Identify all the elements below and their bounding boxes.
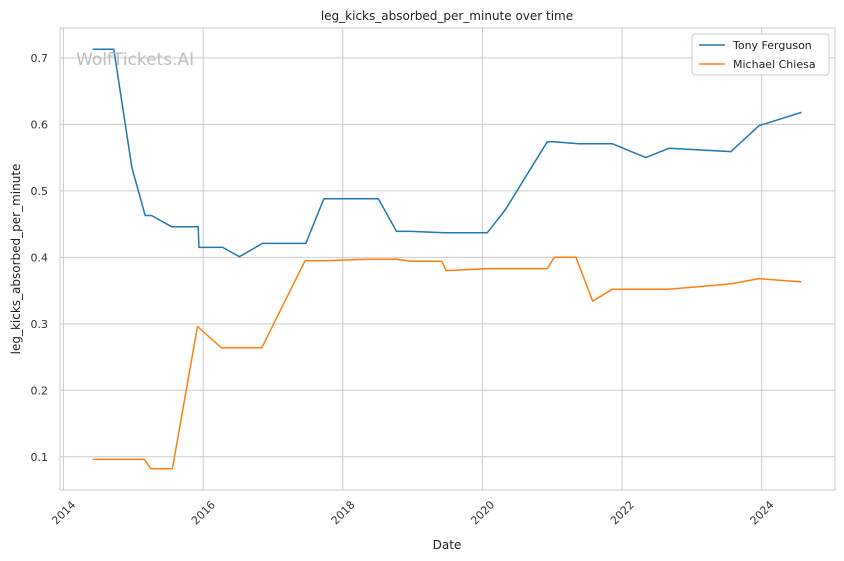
y-tick-label: 0.6 xyxy=(31,118,49,131)
legend-label-michael-chiesa: Michael Chiesa xyxy=(733,58,816,71)
legend-box xyxy=(691,33,830,76)
x-tick-label: 2024 xyxy=(748,498,777,527)
series-layer xyxy=(92,48,802,470)
x-tick-label: 2022 xyxy=(608,498,637,527)
y-tick-label: 0.7 xyxy=(31,52,49,65)
x-axis-title: Date xyxy=(433,538,462,552)
series-line-tony-ferguson xyxy=(92,48,802,258)
legend-label-tony-ferguson: Tony Ferguson xyxy=(732,39,812,52)
plot-area xyxy=(60,28,835,490)
plot-frame xyxy=(59,27,836,491)
x-tick-label: 2020 xyxy=(468,498,497,527)
series-line-michael-chiesa xyxy=(92,256,802,470)
y-axis-title: leg_kicks_absorbed_per_minute xyxy=(9,164,23,355)
watermark: WolfTickets.AI xyxy=(76,50,194,70)
x-tick-labels: 2014 2016 2018 2020 2022 2024 xyxy=(49,498,776,527)
y-tick-label: 0.1 xyxy=(31,451,49,464)
legend: Tony Ferguson Michael Chiesa xyxy=(691,33,830,76)
y-tick-label: 0.5 xyxy=(31,185,49,198)
y-tick-label: 0.2 xyxy=(31,384,49,397)
chart-title: leg_kicks_absorbed_per_minute over time xyxy=(321,9,573,23)
x-tick-label: 2016 xyxy=(189,498,218,527)
x-tick-label: 2014 xyxy=(49,498,78,527)
y-tick-label: 0.4 xyxy=(31,251,49,264)
x-tick-label: 2018 xyxy=(329,498,358,527)
y-tick-labels: 0.1 0.2 0.3 0.4 0.5 0.6 0.7 xyxy=(31,52,49,464)
y-tick-label: 0.3 xyxy=(31,318,49,331)
